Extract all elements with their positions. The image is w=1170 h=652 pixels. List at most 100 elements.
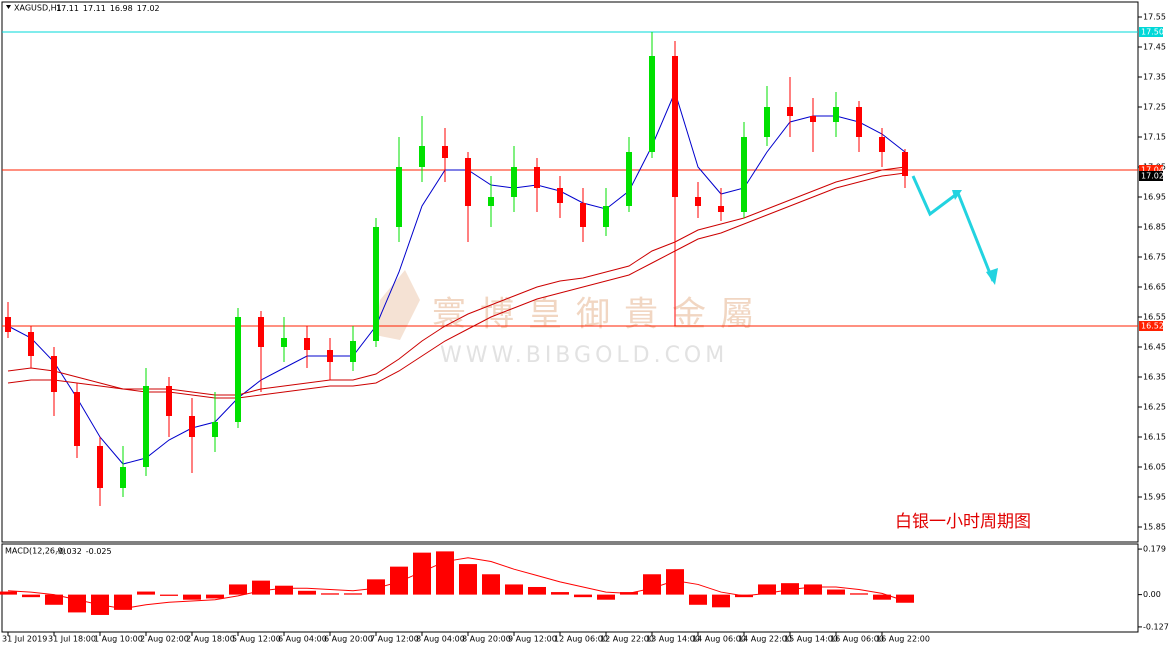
candle-body — [5, 317, 11, 332]
x-tick-label: 2 Aug 02:00 — [140, 635, 189, 644]
macd-bar — [367, 579, 385, 595]
arrow — [911, 175, 959, 217]
candle-body — [856, 107, 862, 137]
candle-body — [833, 107, 839, 122]
macd-signal — [7, 557, 906, 610]
candle-body — [511, 167, 517, 197]
x-tick-label: 16 Aug 22:00 — [876, 635, 930, 644]
y-tick-label: 16.45 — [1143, 343, 1166, 352]
macd-title: MACD(12,26,9) — [5, 547, 66, 556]
macd-info: -0.032 -0.025 — [56, 547, 112, 556]
candle-body — [787, 107, 793, 116]
moving-average — [7, 172, 906, 399]
candle-body — [557, 188, 563, 203]
watermark-logo — [375, 270, 420, 340]
macd-bar — [597, 594, 615, 600]
candle-body — [764, 107, 770, 137]
candle-body — [810, 116, 816, 122]
macd-y-tick-label: 0.00 — [1143, 590, 1161, 599]
candle-body — [580, 203, 586, 227]
x-tick-label: 1 Aug 10:00 — [94, 635, 143, 644]
candle-body — [373, 227, 379, 341]
macd-bar — [689, 594, 707, 605]
level-label: 17.04 — [1141, 166, 1164, 175]
level-label-box — [1139, 321, 1163, 331]
watermark: 寰博皇御貴金屬 — [432, 295, 768, 335]
arrow-heads — [952, 190, 998, 285]
candle-body — [465, 158, 471, 206]
candle-body — [143, 386, 149, 467]
candle-body — [304, 338, 310, 350]
x-tick-label: 31 Jul 2019 — [2, 635, 47, 644]
macd-y-tick-label: 0.179 — [1143, 545, 1166, 554]
macd-bar — [22, 594, 40, 598]
macd-bar — [68, 594, 86, 613]
y-tick-label: 15.95 — [1143, 493, 1166, 502]
macd-bar — [252, 580, 270, 595]
ohlc-info: 17.11 17.11 16.98 17.02 — [56, 4, 160, 13]
chart-title: XAGUSD,H1 — [14, 4, 62, 13]
candle-body — [672, 56, 678, 197]
x-tick-label: 5 Aug 12:00 — [232, 635, 281, 644]
macd-bar — [45, 594, 63, 605]
macd-bar — [275, 585, 293, 595]
candle-body — [419, 146, 425, 167]
arrow — [956, 192, 995, 282]
macd-bar — [160, 594, 178, 596]
arrow-head — [986, 268, 998, 285]
annotation: 白银一小时周期图 — [895, 512, 1031, 532]
y-tick-label: 17.15 — [1143, 133, 1166, 142]
macd-bar — [0, 591, 17, 595]
y-tick-label: 17.55 — [1143, 13, 1166, 22]
macd-bar — [183, 594, 201, 600]
main-panel — [1, 1, 1139, 543]
macd-value: -0.025 — [86, 547, 112, 556]
x-tick-label: 13 Aug 14:00 — [646, 635, 700, 644]
candle-body — [189, 416, 195, 437]
y-tick-label: 15.85 — [1143, 523, 1166, 532]
x-tick-label: 31 Jul 18:00 — [48, 635, 96, 644]
y-tick-label: 17.45 — [1143, 43, 1166, 52]
candle-body — [695, 197, 701, 206]
level-label: 17.50 — [1141, 28, 1164, 37]
macd-bar — [137, 591, 155, 595]
forecast-arrows — [911, 175, 995, 282]
candle-body — [258, 317, 264, 347]
candle-body — [718, 206, 724, 212]
macd-bar — [390, 566, 408, 595]
macd-bar — [827, 589, 845, 595]
y-tick-label: 16.65 — [1143, 283, 1166, 292]
macd-bar — [781, 583, 799, 595]
y-tick-label: 16.15 — [1143, 433, 1166, 442]
candle-body — [603, 206, 609, 227]
y-tick-label: 17.25 — [1143, 103, 1166, 112]
candle-body — [626, 152, 632, 206]
x-tick-label: 8 Aug 04:00 — [416, 635, 465, 644]
y-tick-label: 16.55 — [1143, 313, 1166, 322]
x-tick-label: 14 Aug 06:00 — [692, 635, 746, 644]
candle-body — [442, 146, 448, 158]
macd-bar — [551, 592, 569, 595]
macd-bar — [574, 594, 592, 598]
y-tick-label: 16.25 — [1143, 403, 1166, 412]
watermark-url: WWW.BIBGOLD.COM — [440, 343, 728, 368]
ohlc-value: 17.02 — [137, 4, 160, 13]
candle-body — [879, 137, 885, 152]
macd-bar — [666, 569, 684, 595]
x-tick-label: 6 Aug 04:00 — [278, 635, 327, 644]
arrow-head — [952, 190, 962, 200]
candle-body — [235, 317, 241, 422]
candle-body — [51, 356, 57, 392]
macd-panel — [1, 543, 1139, 633]
macd-bar — [873, 594, 891, 600]
candle-body — [120, 467, 126, 488]
candle-body — [741, 137, 747, 212]
last-price-label: 17.02 — [1141, 172, 1164, 181]
x-tick-label: 16 Aug 06:00 — [830, 635, 884, 644]
level-label: 16.52 — [1141, 322, 1164, 331]
macd-value: -0.032 — [56, 547, 82, 556]
macd-bar — [505, 584, 523, 595]
macd-bar — [643, 574, 661, 595]
menu-triangle — [6, 5, 11, 9]
